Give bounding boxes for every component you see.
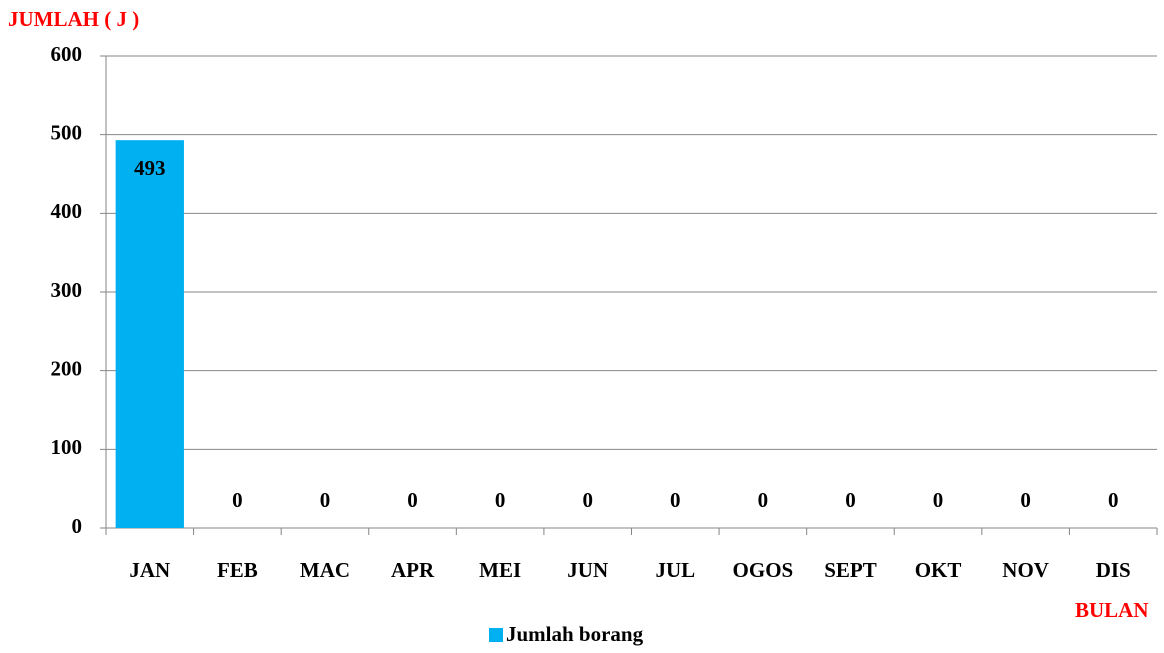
x-tick-label: SEPT [824, 558, 877, 582]
data-label: 0 [582, 488, 593, 512]
y-tick-label: 300 [51, 278, 83, 302]
data-label: 0 [845, 488, 856, 512]
data-label: 0 [1020, 488, 1031, 512]
x-tick-label: NOV [1002, 558, 1049, 582]
bar [115, 140, 184, 528]
legend-label: Jumlah borang [506, 622, 644, 646]
y-tick-label: 100 [51, 435, 83, 459]
y-tick-label: 600 [51, 42, 83, 66]
data-label: 493 [134, 156, 166, 180]
x-tick-label: JAN [129, 558, 170, 582]
data-label: 0 [670, 488, 681, 512]
x-tick-label: MEI [479, 558, 521, 582]
x-tick-label: JUL [655, 558, 695, 582]
y-tick-label: 400 [51, 199, 83, 223]
data-label: 0 [758, 488, 769, 512]
data-label: 0 [320, 488, 331, 512]
legend-swatch [489, 628, 503, 642]
x-tick-label: OGOS [733, 558, 794, 582]
x-tick-label: FEB [217, 558, 258, 582]
y-tick-label: 0 [72, 514, 83, 538]
y-axis-title: JUMLAH ( J ) [8, 7, 139, 31]
x-tick-label: DIS [1096, 558, 1131, 582]
data-label: 0 [1108, 488, 1119, 512]
x-tick-label: JUN [567, 558, 608, 582]
x-tick-label: MAC [300, 558, 350, 582]
data-label: 0 [933, 488, 944, 512]
x-tick-label: OKT [915, 558, 962, 582]
data-label: 0 [495, 488, 506, 512]
data-label: 0 [407, 488, 418, 512]
x-tick-label: APR [391, 558, 435, 582]
y-tick-label: 200 [51, 356, 83, 380]
y-tick-label: 500 [51, 120, 83, 144]
data-label: 0 [232, 488, 243, 512]
x-axis-title: BULAN [1075, 598, 1149, 622]
